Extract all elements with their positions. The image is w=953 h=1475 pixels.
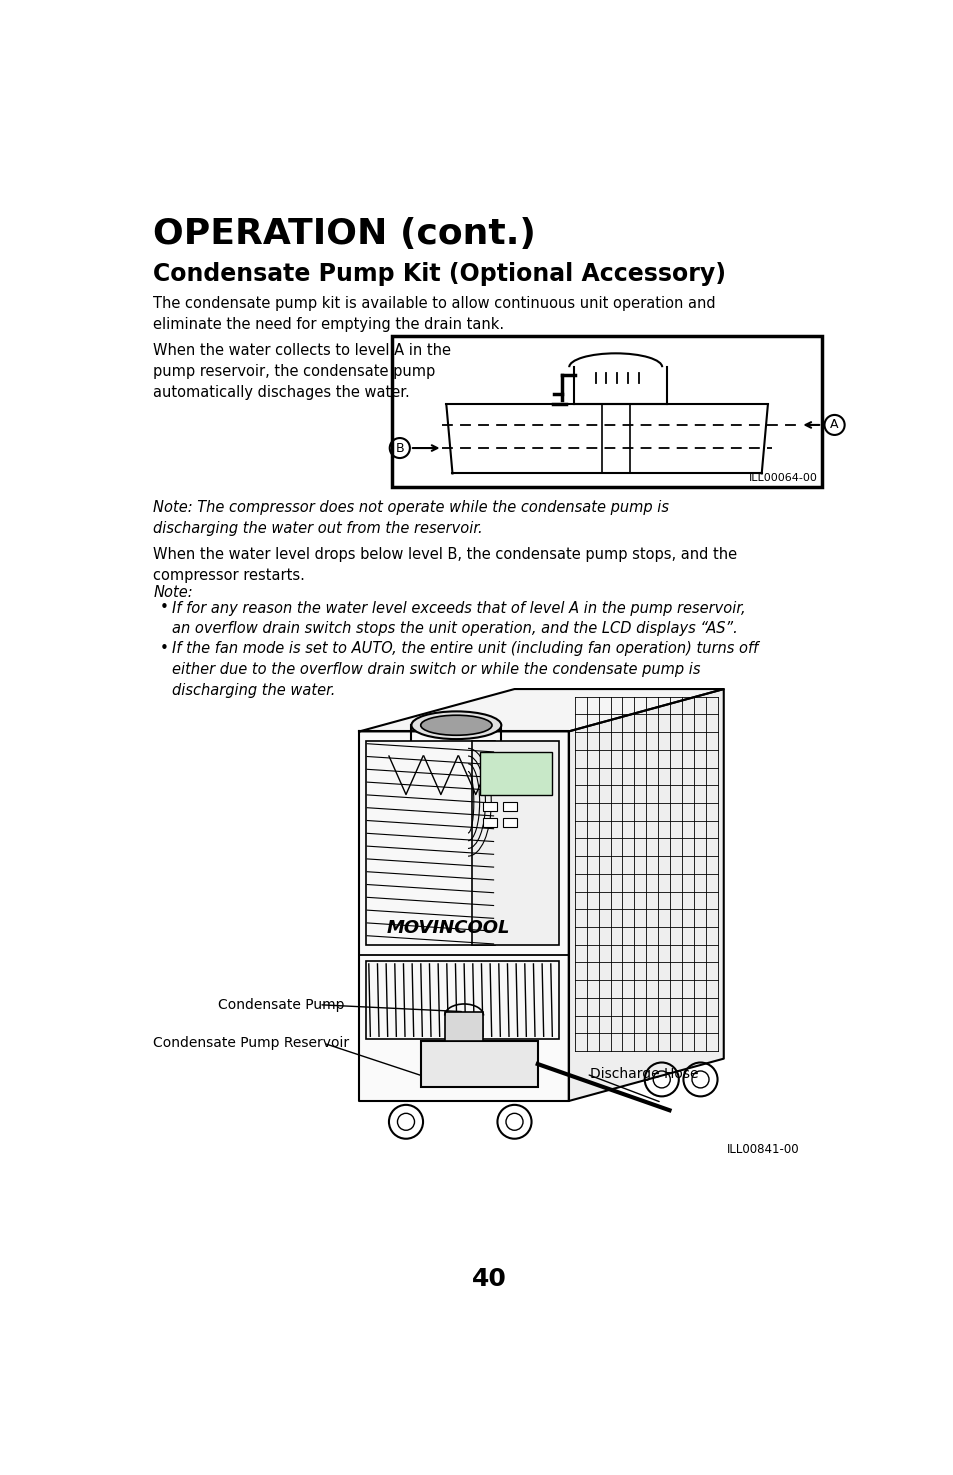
Bar <box>483 802 497 811</box>
Text: Note: The compressor does not operate while the condensate pump is
discharging t: Note: The compressor does not operate wh… <box>153 500 669 537</box>
Text: B: B <box>395 441 404 454</box>
Text: Discharge Hose: Discharge Hose <box>590 1066 699 1081</box>
Ellipse shape <box>411 711 500 739</box>
Text: •: • <box>159 640 169 655</box>
Bar <box>392 336 821 487</box>
Text: ILL00064-00: ILL00064-00 <box>748 472 817 482</box>
Bar <box>483 817 497 827</box>
Text: Note:: Note: <box>153 586 193 600</box>
Text: If the fan mode is set to AUTO, the entire unit (including fan operation) turns : If the fan mode is set to AUTO, the enti… <box>172 640 758 698</box>
Text: Condensate Pump: Condensate Pump <box>218 997 345 1012</box>
Bar <box>472 740 558 945</box>
Bar <box>502 802 517 811</box>
Bar <box>444 1012 483 1041</box>
Text: When the water level drops below level B, the condensate pump stops, and the
com: When the water level drops below level B… <box>153 547 737 583</box>
Polygon shape <box>359 689 723 732</box>
Polygon shape <box>359 732 568 1100</box>
Bar <box>502 817 517 827</box>
Text: 40: 40 <box>471 1267 506 1291</box>
Polygon shape <box>568 689 723 1100</box>
Bar <box>365 960 558 1040</box>
Text: ILL00841-00: ILL00841-00 <box>726 1143 799 1156</box>
Text: When the water collects to level A in the
pump reservoir, the condensate pump
au: When the water collects to level A in th… <box>153 342 451 400</box>
Bar <box>479 752 551 795</box>
Text: •: • <box>159 600 169 615</box>
Ellipse shape <box>420 715 492 735</box>
Text: If for any reason the water level exceeds that of level A in the pump reservoir,: If for any reason the water level exceed… <box>172 600 745 637</box>
Text: Condensate Pump Reservoir: Condensate Pump Reservoir <box>153 1037 349 1050</box>
Text: MOVINCOOL: MOVINCOOL <box>387 919 510 937</box>
Text: The condensate pump kit is available to allow continuous unit operation and
elim: The condensate pump kit is available to … <box>153 296 715 332</box>
Bar <box>421 1041 537 1087</box>
Text: Condensate Pump Kit (Optional Accessory): Condensate Pump Kit (Optional Accessory) <box>153 261 725 286</box>
Text: A: A <box>829 419 838 432</box>
Bar <box>365 740 495 945</box>
Text: OPERATION (cont.): OPERATION (cont.) <box>153 217 536 251</box>
